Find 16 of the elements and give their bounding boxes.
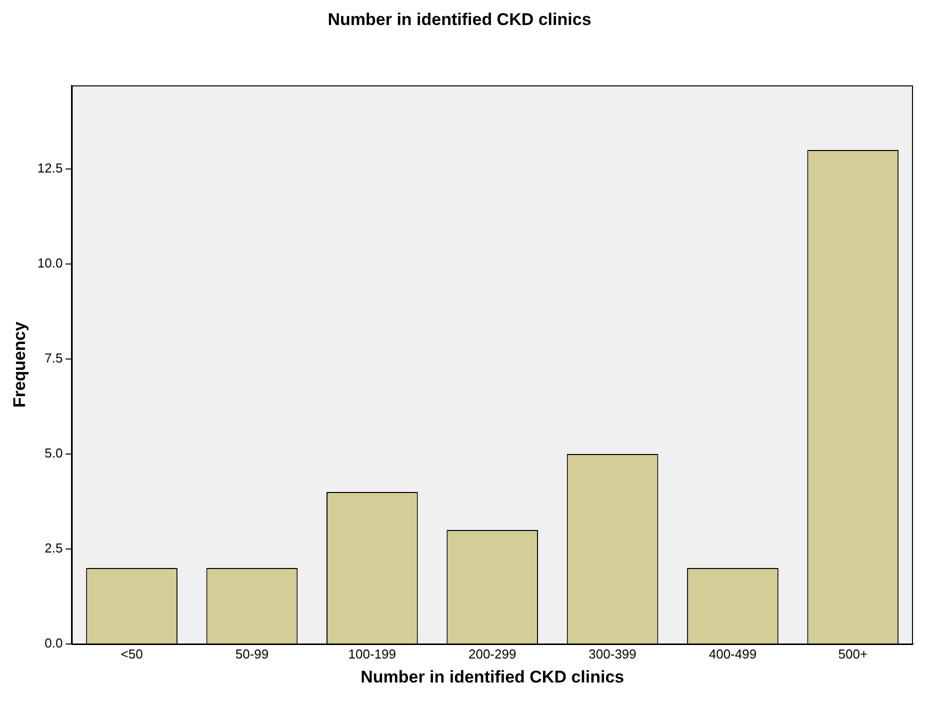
x-axis-title: Number in identified CKD clinics: [360, 667, 624, 686]
y-tick-label: 10.0: [37, 256, 63, 271]
y-tick-label: 0.0: [44, 636, 63, 651]
chart-title: Number in identified CKD clinics: [328, 10, 592, 29]
y-tick-label: 2.5: [44, 540, 63, 556]
x-tick-label: 300-399: [588, 646, 636, 662]
y-tick-label: 12.5: [37, 160, 63, 176]
x-tick-label: 100-199: [348, 646, 396, 662]
x-tick-label: <50: [120, 646, 143, 662]
x-tick-label: 50-99: [235, 646, 269, 662]
x-tick-label: 400-499: [708, 646, 757, 662]
x-tick-label: 500+: [838, 646, 868, 662]
y-tick-label: 7.5: [44, 350, 63, 366]
x-tick-label: 200-299: [468, 646, 516, 662]
y-axis-title: Frequency: [10, 321, 29, 408]
y-tick-label: 5.0: [44, 446, 63, 461]
